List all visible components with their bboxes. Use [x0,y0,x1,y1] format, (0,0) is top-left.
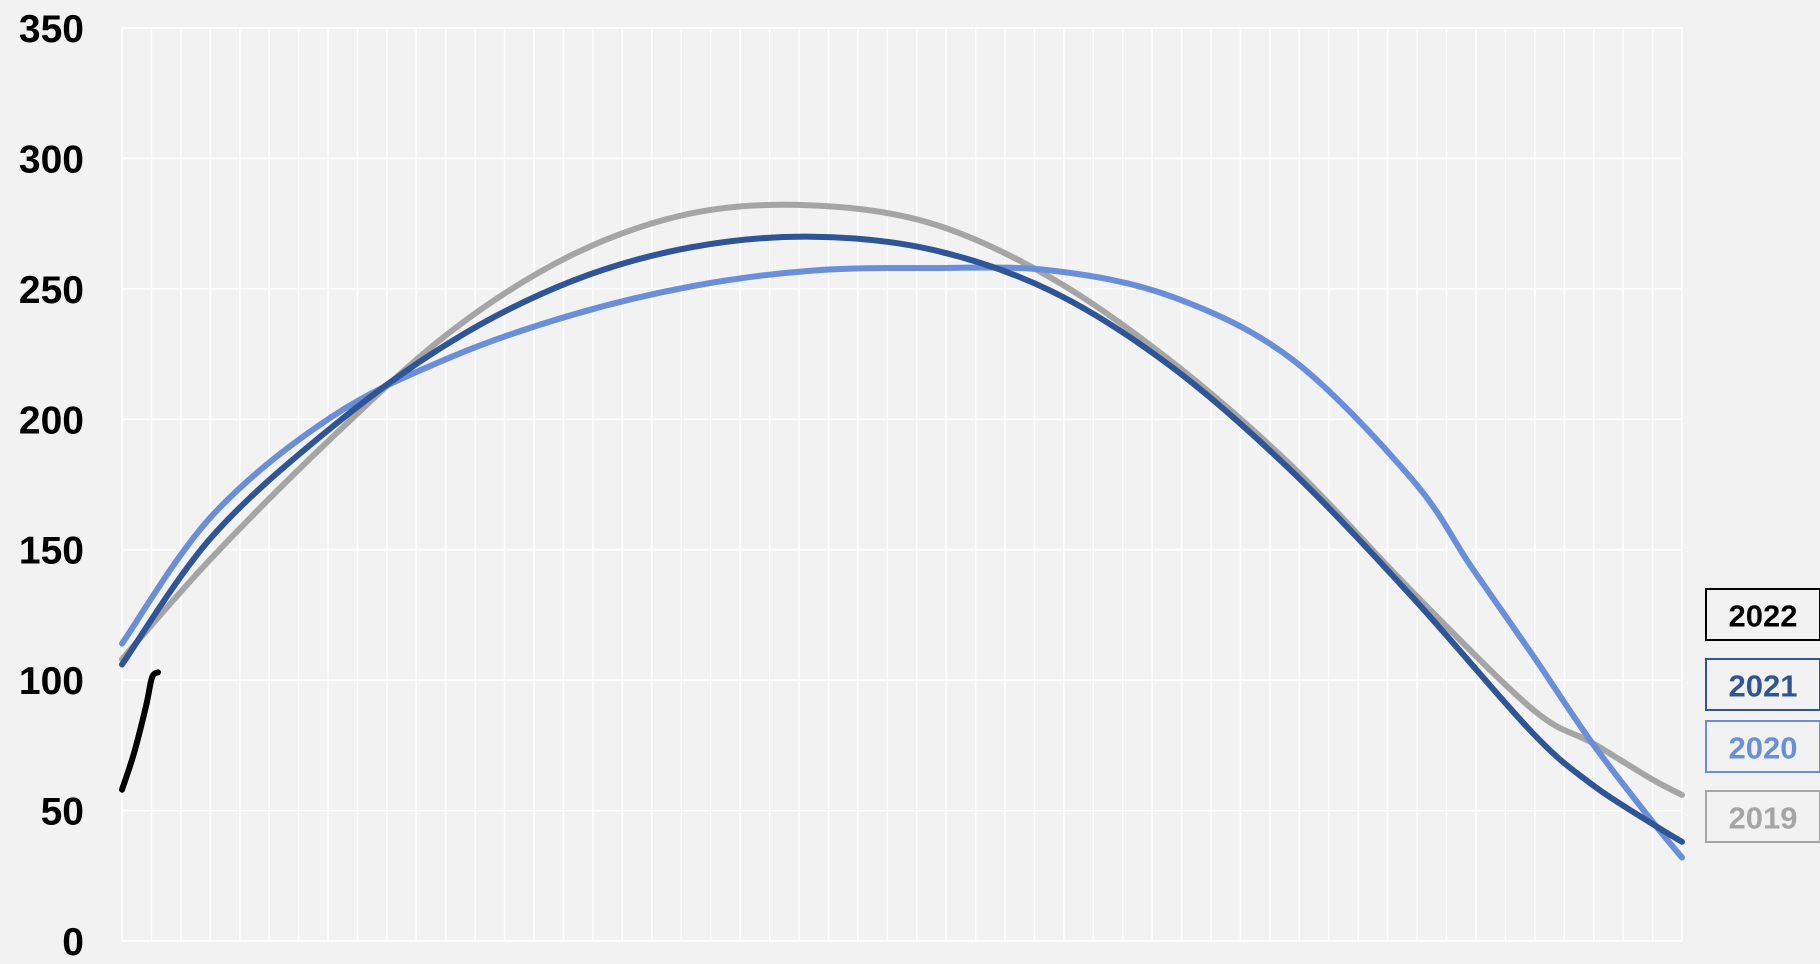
y-tick-label: 250 [19,269,84,312]
legend-box-2020 [1705,720,1820,773]
y-tick-label: 350 [19,8,84,51]
y-tick-label: 0 [62,921,84,959]
legend-label-2020: 2020 [1729,731,1798,766]
series-line-2019 [119,201,1685,798]
y-tick-label: 300 [19,138,84,181]
legend-label-2019: 2019 [1729,801,1798,836]
legend-label-2022: 2022 [1729,599,1798,634]
legend: 2022 2021 2020 2019 [1705,588,1820,843]
grid [121,27,1683,942]
series-line-2022 [119,669,161,793]
plot-area [122,28,1682,941]
y-axis-ticks: 0 50 100 150 200 250 300 350 [19,8,84,964]
series-lines [119,201,1685,861]
legend-box-2022 [1705,588,1820,641]
y-tick-label: 50 [41,791,84,834]
legend-box-2019 [1705,790,1820,843]
y-tick-label: 100 [19,660,84,703]
legend-box-2021 [1705,658,1820,711]
y-tick-label: 150 [19,530,84,573]
series-line-2021 [119,233,1685,845]
y-tick-label: 200 [19,399,84,442]
legend-label-2021: 2021 [1729,669,1798,704]
